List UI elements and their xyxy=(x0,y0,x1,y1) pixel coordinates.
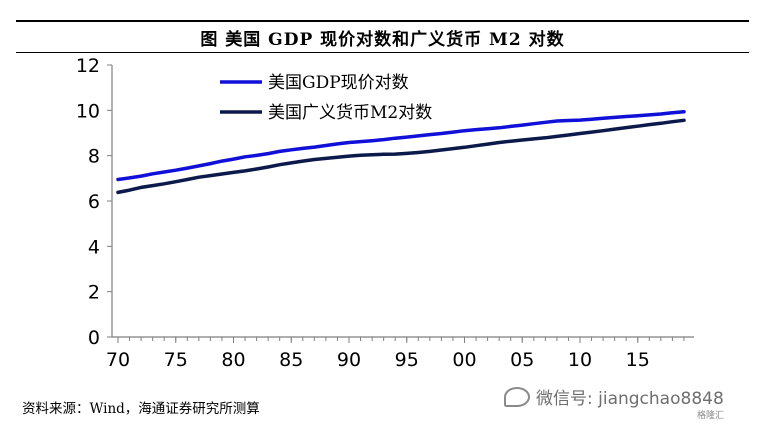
y-tick-label: 2 xyxy=(88,282,100,304)
series-line-m2 xyxy=(116,118,686,195)
x-tick-label: 90 xyxy=(337,349,361,371)
y-tick-label: 10 xyxy=(76,100,100,122)
watermark-text: 微信号: jiangchao8848 xyxy=(536,389,724,409)
x-tick-label: 00 xyxy=(452,349,476,371)
source-note: 资料来源：Wind，海通证券研究所测算 xyxy=(22,401,260,417)
chart-title: 图 美国 GDP 现价对数和广义货币 M2 对数 xyxy=(16,20,749,53)
x-tick-label: 80 xyxy=(221,349,245,371)
x-tick-label: 95 xyxy=(395,349,419,371)
y-tick-label: 6 xyxy=(88,191,100,213)
legend-label-m2: 美国广义货币M2对数 xyxy=(268,103,432,123)
chart-axes: 0 2 4 6 8 10 12 70 75 80 85 90 95 00 05 10 15 xyxy=(76,55,694,371)
x-tick-label: 05 xyxy=(510,349,534,371)
x-tick-label: 10 xyxy=(568,349,592,371)
x-tick-label: 85 xyxy=(279,349,303,371)
x-tick-label: 15 xyxy=(626,349,650,371)
x-tick-label: 70 xyxy=(106,349,130,371)
wechat-logo-icon xyxy=(504,386,530,407)
legend-label-gdp: 美国GDP现价对数 xyxy=(268,73,409,93)
watermark-badge: 格隆汇 xyxy=(697,411,725,421)
y-tick-label: 4 xyxy=(88,236,100,258)
y-tick-label: 0 xyxy=(88,327,100,349)
y-tick-label: 12 xyxy=(76,55,100,77)
watermark: 微信号: jiangchao8848 xyxy=(504,384,724,409)
x-tick-label: 75 xyxy=(164,349,188,371)
y-tick-label: 8 xyxy=(88,146,100,168)
chart-series xyxy=(116,109,686,195)
series-line-gdp xyxy=(116,109,686,182)
